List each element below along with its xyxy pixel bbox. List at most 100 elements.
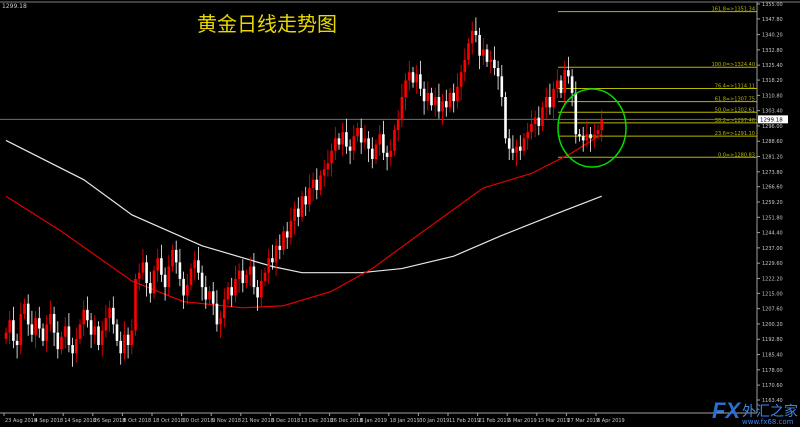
candle-body	[422, 88, 426, 102]
watermark-name: 外汇之家	[742, 404, 798, 420]
candle-body	[408, 72, 411, 81]
candle-body	[367, 138, 370, 149]
time-tick-label: 11 Feb 2019	[449, 418, 480, 424]
fib-level-label: 38.2=>1297.46	[715, 118, 755, 124]
candle-body	[504, 97, 507, 139]
candle-body	[119, 340, 122, 354]
candle-body	[581, 136, 585, 141]
candle-body	[326, 163, 330, 170]
fib-level-label: 50.0=>1302.61	[715, 107, 755, 113]
moving-average-fast	[5, 133, 603, 309]
price-tick-label: 1273.80	[762, 170, 783, 176]
price-tick-label: 1163.40	[762, 398, 783, 404]
price-tick-label: 1310.80	[762, 93, 783, 99]
candle-body	[533, 117, 537, 124]
candle-body	[171, 249, 174, 267]
candle-body	[8, 320, 11, 333]
fib-level-label: 100.0=>1324.40	[712, 62, 755, 68]
candle-body	[78, 324, 82, 339]
time-tick-label: 9 Nov 2018	[212, 418, 241, 424]
candle-body	[230, 287, 233, 296]
fib-level-label: 61.8=>1307.75	[715, 97, 755, 103]
candle-body	[208, 291, 211, 300]
time-tick-label: 13 Dec 2018	[301, 418, 333, 424]
candle-body	[141, 262, 145, 273]
candle-body	[104, 318, 108, 331]
candle-body	[319, 175, 322, 191]
candle-body	[260, 280, 263, 298]
candle-body	[330, 150, 333, 164]
candle-body	[178, 262, 182, 279]
candle-body	[152, 270, 156, 294]
candle-body	[567, 70, 570, 77]
candle-body	[448, 92, 452, 108]
time-tick-label: 26 Dec 2018	[331, 418, 363, 424]
price-tick-label: 1340.20	[762, 33, 783, 39]
candle-body	[348, 146, 352, 151]
time-tick-label: 8 Jan 2019	[360, 418, 387, 424]
candle-body	[548, 97, 552, 108]
candle-body	[41, 328, 45, 341]
time-tick-label: 26 Sep 2018	[94, 418, 126, 424]
candle-body	[389, 150, 393, 157]
candle-body	[478, 35, 481, 56]
candle-body	[97, 326, 100, 346]
candle-body	[337, 138, 341, 145]
current-price-readout: 1299.18	[2, 3, 27, 10]
time-tick-label: 15 Mar 2019	[538, 418, 570, 424]
candle-body	[182, 278, 185, 296]
candle-body	[308, 187, 311, 205]
candle-body	[34, 318, 37, 335]
candle-body	[271, 258, 274, 263]
time-tick-label: 8 Oct 2018	[123, 418, 151, 424]
candle-body	[219, 318, 222, 325]
candle-body	[441, 101, 444, 112]
price-tick-label: 1288.60	[762, 139, 783, 145]
candle-body	[200, 272, 204, 288]
candle-body	[411, 72, 415, 83]
candle-body	[396, 119, 400, 131]
candle-body	[163, 274, 167, 288]
chart-title: 黄金日线走势图	[197, 12, 337, 36]
candle-body	[574, 92, 578, 135]
candle-body	[123, 334, 126, 354]
candle-body	[463, 59, 467, 73]
candle-body	[322, 169, 326, 176]
time-tick-label: 18 Jan 2019	[390, 418, 420, 424]
candle-body	[371, 148, 374, 160]
candle-body	[430, 92, 433, 106]
candle-body	[234, 278, 237, 296]
candle-body	[223, 299, 226, 319]
price-tick-label: 1237.00	[762, 246, 783, 252]
candle-body	[493, 59, 496, 69]
candle-body	[75, 338, 78, 354]
fib-level-label: 23.6=>1291.10	[715, 131, 755, 137]
candle-body	[226, 287, 230, 300]
time-tick-label: 21 Feb 2019	[479, 418, 510, 424]
candle-body	[4, 332, 8, 339]
candle-body	[256, 287, 259, 298]
candle-body	[563, 70, 566, 93]
price-tick-label: 1318.20	[762, 78, 783, 84]
candle-body	[30, 324, 34, 335]
highlight-circle	[557, 88, 627, 168]
candle-body	[541, 107, 544, 126]
candle-body	[511, 148, 515, 153]
candle-body	[489, 59, 492, 62]
candle-body	[600, 119, 603, 131]
candle-body	[359, 128, 363, 143]
candle-body	[578, 134, 581, 137]
fib-level-label: 76.4=>1314.11	[715, 84, 755, 90]
candle-body	[112, 307, 115, 325]
candle-body	[63, 326, 67, 337]
candle-body	[134, 278, 137, 331]
candle-body	[456, 86, 459, 102]
moving-average-slow	[5, 139, 602, 274]
candle-body	[374, 144, 378, 160]
candle-body	[19, 314, 23, 346]
candle-body	[519, 146, 522, 151]
candle-body	[285, 231, 289, 238]
time-tick-label: 8 Apr 2019	[597, 418, 625, 424]
candle-body	[167, 266, 171, 288]
